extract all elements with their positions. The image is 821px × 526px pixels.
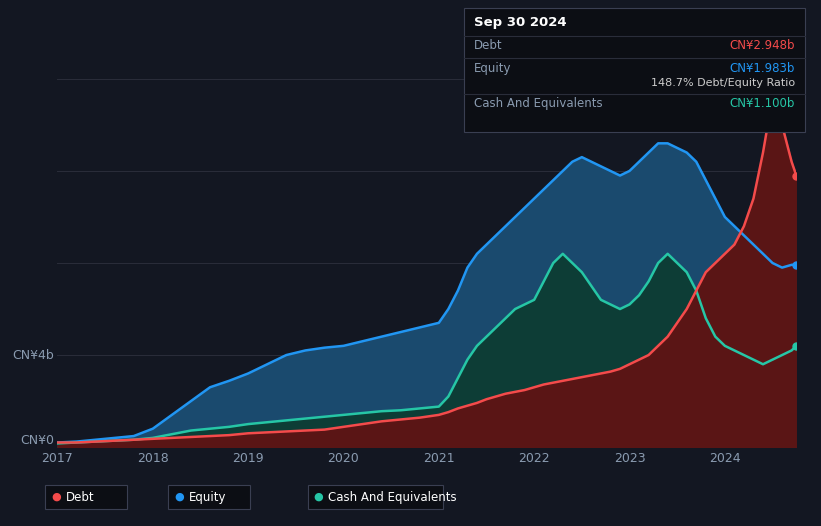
Text: Cash And Equivalents: Cash And Equivalents <box>328 491 457 503</box>
Text: Debt: Debt <box>474 39 502 53</box>
Text: CN¥4b: CN¥4b <box>12 349 54 361</box>
Text: Cash And Equivalents: Cash And Equivalents <box>474 97 603 110</box>
Text: CN¥1.100b: CN¥1.100b <box>729 97 795 110</box>
Text: CN¥1.983b: CN¥1.983b <box>729 62 795 75</box>
Text: Sep 30 2024: Sep 30 2024 <box>474 16 566 29</box>
Text: CN¥2.948b: CN¥2.948b <box>729 39 795 53</box>
Text: 148.7% Debt/Equity Ratio: 148.7% Debt/Equity Ratio <box>650 78 795 88</box>
Text: Equity: Equity <box>189 491 227 503</box>
Text: ●: ● <box>174 492 184 502</box>
Text: ●: ● <box>314 492 323 502</box>
Text: Equity: Equity <box>474 62 511 75</box>
Text: ●: ● <box>51 492 61 502</box>
Text: CN¥0: CN¥0 <box>20 434 54 447</box>
Text: Debt: Debt <box>66 491 94 503</box>
